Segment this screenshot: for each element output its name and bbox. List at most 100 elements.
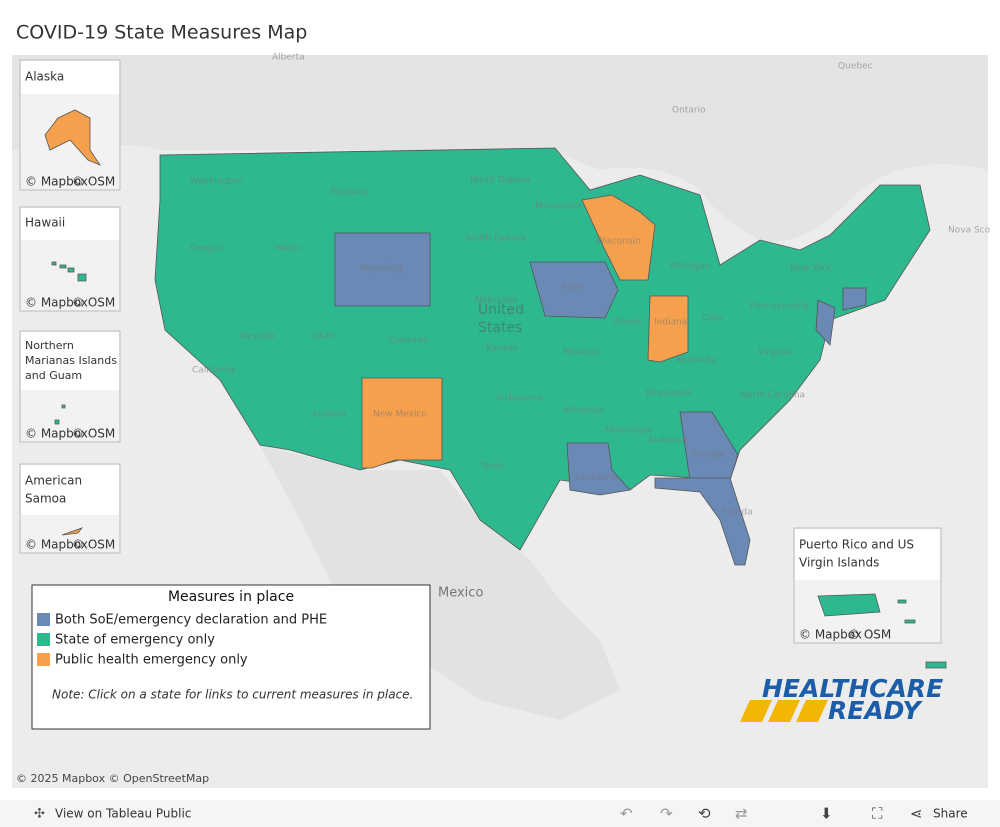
state[interactable] bbox=[925, 661, 947, 669]
map-label: Minnesota bbox=[535, 202, 581, 212]
share-button[interactable]: Share bbox=[933, 807, 968, 821]
attribution: © OSM bbox=[72, 538, 115, 552]
map-label: Idaho bbox=[275, 244, 301, 254]
state[interactable] bbox=[647, 295, 689, 363]
state[interactable] bbox=[817, 593, 916, 624]
map-label: United bbox=[478, 302, 524, 318]
map-label: New York bbox=[790, 264, 832, 274]
map-label: Ontario bbox=[672, 106, 706, 116]
map-label: Oklahoma bbox=[497, 394, 543, 404]
map-label: Pennsylvania bbox=[750, 302, 809, 312]
state[interactable] bbox=[581, 194, 656, 281]
map-label: Montana bbox=[330, 188, 369, 198]
inset-label: American bbox=[25, 474, 82, 488]
download-button[interactable]: ⬇ bbox=[820, 805, 833, 823]
attribution: © Mapbox bbox=[25, 427, 88, 441]
map-label: New Mexico bbox=[373, 410, 427, 420]
toolbar bbox=[0, 800, 1000, 827]
map-label: Nova Sco bbox=[948, 226, 991, 236]
state[interactable] bbox=[654, 477, 751, 566]
attribution: © Mapbox bbox=[25, 175, 88, 189]
logo-text: HEALTHCARE bbox=[762, 674, 943, 703]
map-label: Illinois bbox=[613, 318, 642, 328]
map-label: California bbox=[192, 366, 235, 376]
state[interactable] bbox=[44, 109, 102, 166]
share-icon[interactable]: ⋖ bbox=[910, 805, 923, 823]
map-labels: Alberta Quebec Ontario Nova Sco Mexico U… bbox=[190, 53, 991, 601]
inset-alaska: Alaska © Mapbox © OSM bbox=[19, 59, 121, 191]
map-label: Nevada bbox=[240, 332, 274, 342]
svg-text:✣: ✣ bbox=[34, 807, 45, 822]
inset-hawaii: Hawaii © Mapbox © OSM bbox=[19, 206, 121, 312]
undo-button[interactable]: ↶ bbox=[620, 805, 633, 823]
attribution: © OSM bbox=[72, 296, 115, 310]
map-label: North Carolina bbox=[740, 391, 805, 401]
map-label: Virginia bbox=[758, 348, 792, 358]
inset-label: Hawaii bbox=[25, 216, 65, 230]
mexico bbox=[260, 445, 620, 720]
state[interactable] bbox=[54, 404, 66, 425]
map-label: Michigan bbox=[670, 262, 710, 272]
map-label: Arkansas bbox=[563, 406, 604, 416]
map-label: Louisiana bbox=[575, 473, 618, 483]
map-label: Quebec bbox=[838, 62, 873, 72]
state[interactable] bbox=[815, 299, 836, 346]
map-label: Texas bbox=[479, 462, 505, 472]
state[interactable] bbox=[529, 261, 619, 319]
state[interactable] bbox=[842, 287, 867, 311]
fullscreen-button[interactable]: ⛶ bbox=[872, 805, 883, 823]
canada bbox=[12, 55, 988, 242]
state[interactable] bbox=[679, 411, 739, 481]
attribution: © Mapbox bbox=[799, 628, 862, 642]
inset-label: Marianas Islands bbox=[25, 354, 117, 367]
refresh-button[interactable]: ⇄ bbox=[735, 805, 748, 823]
inset-label: and Guam bbox=[25, 369, 82, 382]
inset-label: Alaska bbox=[25, 70, 64, 84]
inset-label: Virgin Islands bbox=[799, 556, 879, 570]
map-label: Nebraska bbox=[475, 296, 517, 306]
legend-swatch bbox=[37, 633, 50, 646]
map-label: South Dakota bbox=[465, 234, 526, 244]
title: COVID-19 State Measures Map bbox=[16, 22, 307, 44]
map-label: Alberta bbox=[272, 53, 305, 63]
state[interactable] bbox=[361, 377, 443, 469]
state[interactable] bbox=[61, 527, 84, 536]
state[interactable] bbox=[334, 232, 431, 307]
attribution: © OSM bbox=[848, 628, 891, 642]
map-label: Wisconsin bbox=[596, 237, 641, 247]
map-label: Kentucky bbox=[676, 356, 718, 366]
map-label: Georgia bbox=[690, 450, 725, 460]
state[interactable] bbox=[566, 442, 631, 496]
legend-label: Both SoE/emergency declaration and PHE bbox=[55, 613, 327, 628]
map-label: Florida bbox=[722, 508, 753, 518]
map-label: Indiana bbox=[654, 318, 687, 328]
inset-label: Northern bbox=[25, 339, 74, 352]
toolbar-link[interactable]: View on Tableau Public bbox=[55, 807, 191, 821]
map-label: Washington bbox=[190, 177, 243, 187]
map-label: Utah bbox=[313, 332, 334, 342]
inset-label: Samoa bbox=[25, 492, 66, 506]
toolbar-icons: ↶ ↷ ⟲ ⇄ ⬇ ⛶ ⋖ bbox=[620, 805, 923, 823]
state[interactable] bbox=[51, 261, 87, 282]
inset-samoa: American Samoa © Mapbox © OSM bbox=[19, 463, 121, 554]
legend-swatch bbox=[37, 613, 50, 626]
view-on-tableau[interactable]: ✣ View on Tableau Public bbox=[34, 807, 191, 822]
attribution: © Mapbox bbox=[25, 296, 88, 310]
map-label: Tennessee bbox=[644, 389, 692, 399]
inset-label: Puerto Rico and US bbox=[799, 538, 914, 552]
legend-label: State of emergency only bbox=[55, 633, 215, 648]
legend: Measures in place Both SoE/emergency dec… bbox=[31, 584, 431, 730]
map-label: States bbox=[478, 320, 522, 336]
attribution: © OSM bbox=[72, 427, 115, 441]
attribution: © Mapbox bbox=[25, 538, 88, 552]
map-attribution: © 2025 Mapbox © OpenStreetMap bbox=[16, 772, 209, 785]
redo-button[interactable]: ↷ bbox=[660, 805, 673, 823]
inset-marianas: Northern Marianas Islands and Guam © Map… bbox=[19, 330, 121, 443]
map-label: Arizona bbox=[312, 410, 346, 420]
legend-label: Public health emergency only bbox=[55, 653, 248, 668]
attribution: © OSM bbox=[72, 175, 115, 189]
revert-button[interactable]: ⟲ bbox=[698, 805, 711, 823]
legend-title: Measures in place bbox=[168, 589, 294, 605]
map-label: North Dakota bbox=[470, 176, 530, 186]
